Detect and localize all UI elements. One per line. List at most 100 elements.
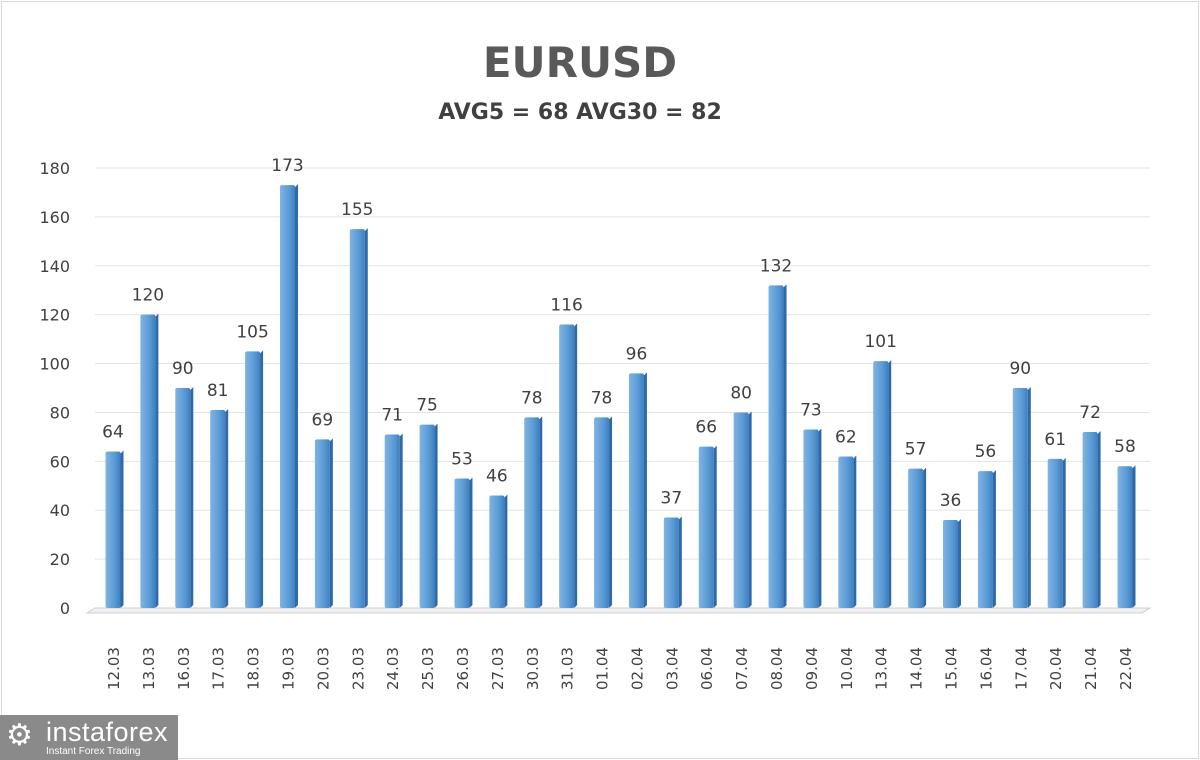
x-tick-label: 21.04 — [1082, 647, 1100, 690]
x-tick-label: 14.04 — [908, 647, 926, 690]
x-tick-label: 16.03 — [175, 647, 193, 690]
instaforex-logo: ⚙ instaforex Instant Forex Trading — [0, 715, 178, 760]
data-label: 36 — [940, 491, 962, 511]
bar-side — [783, 284, 787, 608]
x-tick-label: 26.03 — [454, 647, 472, 690]
bar — [733, 412, 749, 608]
x-tick-label: 31.03 — [559, 647, 577, 690]
bar — [1047, 458, 1063, 608]
x-axis-floor — [85, 607, 1152, 614]
bar-side — [539, 416, 543, 608]
data-label: 90 — [1009, 359, 1031, 379]
x-tick-label: 10.04 — [838, 647, 856, 690]
bar-side — [329, 438, 333, 608]
chart-subtitle: AVG5 = 68 AVG30 = 82 — [438, 100, 722, 125]
data-label: 101 — [864, 332, 896, 352]
y-tick-label: 180 — [39, 159, 70, 178]
data-label: 116 — [550, 295, 582, 315]
x-tick-label: 30.03 — [524, 647, 542, 690]
data-label: 73 — [800, 401, 822, 421]
bar — [245, 351, 261, 608]
x-tick-label: 12.03 — [105, 647, 123, 690]
data-label: 69 — [312, 410, 334, 430]
data-label: 72 — [1079, 403, 1101, 423]
bar-side — [748, 411, 752, 608]
data-label: 66 — [695, 418, 717, 438]
x-tick-label: 02.04 — [628, 647, 646, 690]
bar — [419, 424, 435, 608]
bar — [384, 434, 400, 608]
bar — [175, 388, 191, 608]
bar — [1012, 388, 1028, 608]
bar-side — [678, 516, 682, 608]
bar — [908, 468, 924, 608]
bar — [454, 478, 470, 608]
data-label: 155 — [341, 200, 373, 220]
bar-side — [155, 313, 159, 608]
data-label: 71 — [381, 405, 403, 425]
y-tick-label: 40 — [50, 501, 70, 520]
logo-name: instaforex — [46, 717, 169, 747]
bar — [663, 517, 679, 608]
x-tick-label: 03.04 — [663, 647, 681, 690]
bar-side — [434, 423, 438, 608]
bar — [768, 285, 784, 608]
bar-side — [713, 445, 717, 608]
y-tick-label: 120 — [39, 306, 70, 325]
bar — [594, 417, 610, 608]
data-label: 64 — [102, 423, 124, 443]
bar-side — [120, 450, 124, 608]
bar — [977, 471, 993, 608]
data-label: 90 — [172, 359, 194, 379]
bar-side — [609, 416, 613, 608]
x-tick-label: 18.03 — [245, 647, 263, 690]
bar — [838, 456, 854, 608]
data-label: 132 — [760, 256, 792, 276]
data-label: 81 — [207, 381, 229, 401]
bar — [210, 410, 226, 608]
data-label: 53 — [451, 449, 473, 469]
data-label: 78 — [591, 388, 613, 408]
bar-side — [364, 228, 368, 608]
y-tick-label: 20 — [50, 550, 70, 569]
bar-side — [1027, 387, 1031, 608]
data-label: 58 — [1114, 437, 1136, 457]
data-label: 173 — [271, 156, 303, 176]
bar-side — [399, 433, 403, 608]
data-label: 105 — [236, 322, 268, 342]
bar — [803, 429, 819, 608]
x-tick-label: 07.04 — [733, 647, 751, 690]
x-tick-label: 06.04 — [698, 647, 716, 690]
y-tick-label: 160 — [39, 208, 70, 227]
x-tick-label: 25.03 — [419, 647, 437, 690]
x-tick-label: 17.03 — [210, 647, 228, 690]
data-label: 80 — [730, 383, 752, 403]
bar — [873, 361, 889, 608]
y-tick-label: 0 — [60, 599, 70, 618]
x-tick-label: 16.04 — [977, 647, 995, 690]
bar-side — [504, 494, 508, 608]
x-tick-label: 13.03 — [140, 647, 158, 690]
x-tick-label: 01.04 — [594, 647, 612, 690]
x-tick-label: 09.04 — [803, 647, 821, 690]
bar — [349, 229, 365, 608]
bar-side — [260, 350, 264, 608]
data-label: 37 — [661, 489, 683, 509]
bar-side — [643, 372, 647, 608]
x-tick-label: 13.04 — [873, 647, 891, 690]
x-tick-label: 15.04 — [943, 647, 961, 690]
y-tick-label: 100 — [39, 355, 70, 374]
bar — [943, 520, 959, 608]
x-tick-label: 20.04 — [1047, 647, 1065, 690]
bar-side — [294, 184, 298, 608]
logo-tagline: Instant Forex Trading — [46, 746, 141, 757]
y-tick-label: 140 — [39, 257, 70, 276]
bar-side — [888, 360, 892, 608]
x-tick-label: 24.03 — [384, 647, 402, 690]
bar — [279, 185, 295, 608]
bar-side — [853, 455, 857, 608]
bar — [314, 439, 330, 608]
bar-side — [958, 519, 962, 608]
x-tick-label: 19.03 — [279, 647, 297, 690]
